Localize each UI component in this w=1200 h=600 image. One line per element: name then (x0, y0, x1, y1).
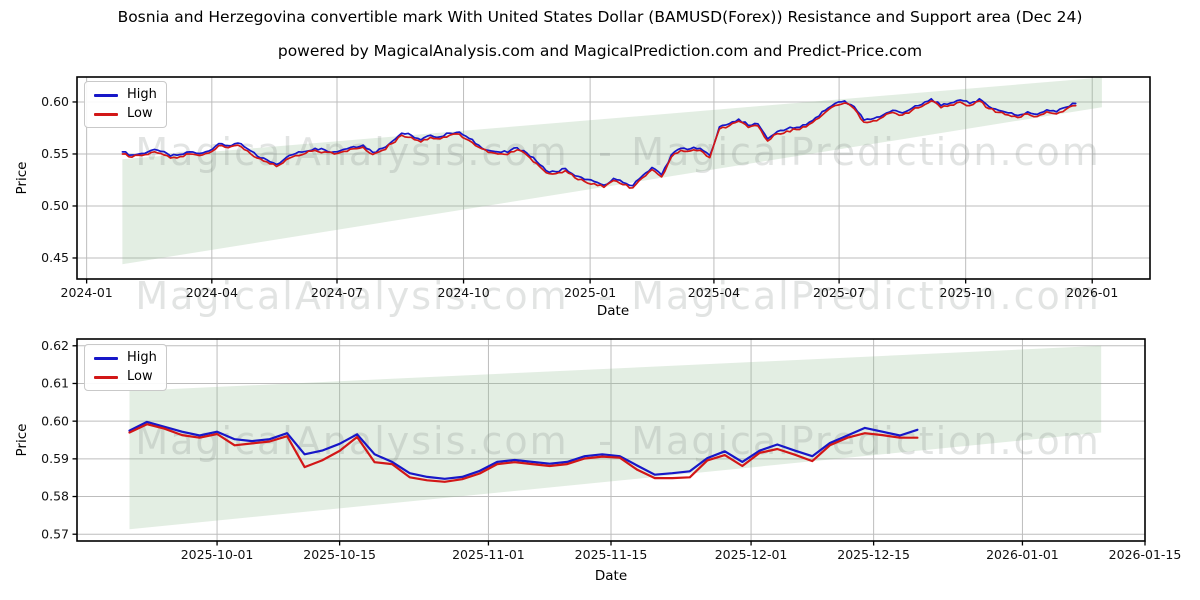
x-tick-label: 2026-01 (1066, 285, 1118, 300)
high-line-swatch (94, 356, 118, 360)
low-line (121, 100, 1077, 189)
y-tick-label: 0.59 (41, 451, 69, 466)
watermark-layer: MagicalAnalysis.com - MagicalPrediction.co… (135, 130, 1101, 463)
low-line-swatch (94, 375, 118, 379)
x-axis-label-top: Date (596, 303, 630, 319)
high-legend-label: High (127, 87, 157, 102)
support-resistance-band (122, 77, 1102, 265)
y-tick-label: 0.60 (41, 94, 69, 109)
support-resistance-band (129, 345, 1102, 530)
watermark-text: MagicalPrediction.com (631, 419, 1101, 463)
legend-bottom-chart: High Low (84, 344, 167, 391)
x-tick-label: 2025-10 (940, 285, 992, 300)
y-tick-label: 0.55 (41, 146, 69, 161)
x-tick-label: 2025-07 (813, 285, 865, 300)
x-tick-label: 2024-07 (311, 285, 363, 300)
watermark-text: MagicalPrediction.com (631, 274, 1101, 318)
chart-title: Bosnia and Herzegovina convertible mark … (117, 8, 1083, 26)
legend-item-high: High (94, 87, 157, 103)
y-tick-label: 0.57 (41, 526, 69, 541)
x-axis-label-bottom: Date (594, 568, 628, 584)
legend-top-chart: High Low (84, 81, 167, 128)
chart-subtitle: powered by MagicalAnalysis.com and Magic… (277, 42, 923, 60)
x-tick-label: 2025-10-15 (303, 547, 376, 562)
grid-band-layer (77, 77, 1150, 541)
y-axis-label-top: Price (14, 161, 30, 195)
y-tick-label: 0.62 (41, 338, 69, 353)
x-tick-label: 2024-04 (186, 285, 238, 300)
y-tick-label: 0.58 (41, 489, 69, 504)
y-tick-label: 0.61 (41, 376, 69, 391)
low-legend-label: Low (127, 369, 153, 384)
legend-item-low: Low (94, 369, 157, 385)
watermark-text: - (598, 419, 614, 463)
low-line (128, 423, 919, 483)
x-tick-label: 2026-01-01 (986, 547, 1059, 562)
x-tick-label: 2026-01-15 (1109, 547, 1182, 562)
watermark-text: MagicalPrediction.com (631, 130, 1101, 174)
x-tick-label: 2025-12-01 (715, 547, 788, 562)
x-tick-label: 2025-12-15 (837, 547, 910, 562)
x-tick-label: 2025-10-01 (181, 547, 254, 562)
plot-layer: 2024-01 2024-04 2024-07 2024-10 2025-01 2025-… (41, 76, 1182, 562)
legend-item-low: Low (94, 106, 157, 122)
x-tick-label: 2024-01 (61, 285, 113, 300)
high-line-swatch (94, 93, 118, 97)
watermark-text: - (598, 130, 614, 174)
x-tick-label: 2025-11-15 (575, 547, 648, 562)
y-axis-label-bottom: Price (14, 423, 30, 457)
low-legend-label: Low (127, 106, 153, 121)
x-tick-label: 2025-01 (564, 285, 616, 300)
high-line (128, 420, 919, 480)
x-tick-label: 2025-04 (688, 285, 740, 300)
y-tick-label: 0.45 (41, 250, 69, 265)
x-tick-label: 2024-10 (437, 285, 489, 300)
low-line-swatch (94, 112, 118, 116)
high-line (121, 97, 1077, 187)
y-tick-label: 0.60 (41, 413, 69, 428)
watermark-text: MagicalAnalysis.com (135, 274, 568, 318)
x-tick-label: 2025-11-01 (452, 547, 525, 562)
plot-border (76, 76, 1151, 280)
y-tick-label: 0.50 (41, 198, 69, 213)
legend-item-high: High (94, 350, 157, 366)
watermark-text: - (598, 274, 614, 318)
high-legend-label: High (127, 350, 157, 365)
